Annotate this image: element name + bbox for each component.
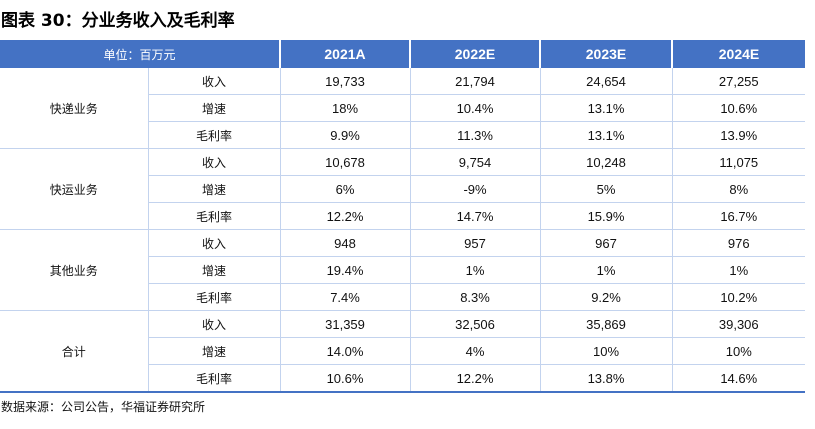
row-express-gross-margin: 毛利率 9.9% 11.3% 13.1% 13.9% bbox=[0, 121, 806, 149]
unit-header: 单位：百万元 bbox=[0, 40, 282, 68]
value-2023e: 13.8% bbox=[540, 364, 673, 393]
value-2023e: 24,654 bbox=[540, 68, 673, 95]
value-2024e: 1% bbox=[672, 256, 806, 284]
value-2024e: 14.6% bbox=[672, 364, 806, 393]
row-other-gross-margin: 毛利率 7.4% 8.3% 9.2% 10.2% bbox=[0, 283, 806, 311]
value-2021a: 6% bbox=[280, 175, 411, 203]
segment-express: 快递业务 bbox=[0, 68, 149, 149]
row-other-growth: 增速 19.4% 1% 1% 1% bbox=[0, 256, 806, 284]
metric-gross-margin: 毛利率 bbox=[148, 202, 281, 230]
row-express-revenue: 快递业务 收入 19,733 21,794 24,654 27,255 bbox=[0, 68, 806, 149]
value-2024e: 16.7% bbox=[672, 202, 806, 230]
value-2023e: 35,869 bbox=[540, 310, 673, 338]
value-2021a: 31,359 bbox=[280, 310, 411, 338]
year-header-2024e: 2024E bbox=[672, 40, 806, 68]
value-2021a: 19.4% bbox=[280, 256, 411, 284]
value-2024e: 13.9% bbox=[672, 121, 806, 149]
value-2021a: 19,733 bbox=[280, 68, 411, 95]
value-2024e: 10.6% bbox=[672, 94, 806, 122]
value-2022e: 32,506 bbox=[410, 310, 541, 338]
metric-growth: 增速 bbox=[148, 175, 281, 203]
segment-other: 其他业务 bbox=[0, 229, 149, 311]
metric-revenue: 收入 bbox=[148, 68, 281, 95]
metric-revenue: 收入 bbox=[148, 148, 281, 176]
value-2023e: 13.1% bbox=[540, 121, 673, 149]
metric-gross-margin: 毛利率 bbox=[148, 283, 281, 311]
row-total-gross-margin: 毛利率 10.6% 12.2% 13.8% 14.6% bbox=[0, 364, 806, 393]
row-freight-gross-margin: 毛利率 12.2% 14.7% 15.9% 16.7% bbox=[0, 202, 806, 230]
value-2021a: 14.0% bbox=[280, 337, 411, 365]
row-total-revenue: 合计 收入 31,359 32,506 35,869 39,306 bbox=[0, 310, 806, 393]
segment-revenue-margin-table: 单位：百万元 2021A 2022E 2023E 2024E 快递业务 收入 1… bbox=[0, 40, 806, 393]
value-2023e: 9.2% bbox=[540, 283, 673, 311]
value-2024e: 39,306 bbox=[672, 310, 806, 338]
row-freight-growth: 增速 6% -9% 5% 8% bbox=[0, 175, 806, 203]
metric-revenue: 收入 bbox=[148, 310, 281, 338]
figure-title: 图表 30：分业务收入及毛利率 bbox=[1, 11, 235, 31]
value-2023e: 1% bbox=[540, 256, 673, 284]
value-2022e: 10.4% bbox=[410, 94, 541, 122]
value-2021a: 12.2% bbox=[280, 202, 411, 230]
metric-growth: 增速 bbox=[148, 94, 281, 122]
metric-gross-margin: 毛利率 bbox=[148, 364, 281, 393]
value-2024e: 10% bbox=[672, 337, 806, 365]
year-header-2022e: 2022E bbox=[410, 40, 542, 68]
value-2023e: 967 bbox=[540, 229, 673, 257]
source-note: 数据来源：公司公告，华福证券研究所 bbox=[1, 400, 206, 414]
metric-gross-margin: 毛利率 bbox=[148, 121, 281, 149]
value-2021a: 10,678 bbox=[280, 148, 411, 176]
value-2023e: 13.1% bbox=[540, 94, 673, 122]
value-2024e: 27,255 bbox=[672, 68, 806, 95]
value-2024e: 976 bbox=[672, 229, 806, 257]
value-2021a: 10.6% bbox=[280, 364, 411, 393]
value-2022e: 4% bbox=[410, 337, 541, 365]
value-2024e: 10.2% bbox=[672, 283, 806, 311]
metric-growth: 增速 bbox=[148, 337, 281, 365]
value-2022e: 957 bbox=[410, 229, 541, 257]
value-2021a: 7.4% bbox=[280, 283, 411, 311]
row-other-revenue: 其他业务 收入 948 957 967 976 bbox=[0, 229, 806, 311]
row-express-growth: 增速 18% 10.4% 13.1% 10.6% bbox=[0, 94, 806, 122]
value-2024e: 11,075 bbox=[672, 148, 806, 176]
header-row: 单位：百万元 2021A 2022E 2023E 2024E bbox=[0, 40, 806, 68]
value-2022e: 14.7% bbox=[410, 202, 541, 230]
value-2022e: 12.2% bbox=[410, 364, 541, 393]
segment-freight: 快运业务 bbox=[0, 148, 149, 230]
value-2021a: 18% bbox=[280, 94, 411, 122]
value-2024e: 8% bbox=[672, 175, 806, 203]
metric-revenue: 收入 bbox=[148, 229, 281, 257]
value-2021a: 948 bbox=[280, 229, 411, 257]
value-2022e: 9,754 bbox=[410, 148, 541, 176]
row-total-growth: 增速 14.0% 4% 10% 10% bbox=[0, 337, 806, 365]
value-2023e: 5% bbox=[540, 175, 673, 203]
segment-total: 合计 bbox=[0, 310, 149, 393]
value-2023e: 10% bbox=[540, 337, 673, 365]
year-header-2021a: 2021A bbox=[280, 40, 412, 68]
value-2022e: 21,794 bbox=[410, 68, 541, 95]
value-2022e: 8.3% bbox=[410, 283, 541, 311]
year-header-2023e: 2023E bbox=[540, 40, 674, 68]
row-freight-revenue: 快运业务 收入 10,678 9,754 10,248 11,075 bbox=[0, 148, 806, 230]
metric-growth: 增速 bbox=[148, 256, 281, 284]
value-2022e: 1% bbox=[410, 256, 541, 284]
value-2022e: -9% bbox=[410, 175, 541, 203]
value-2023e: 15.9% bbox=[540, 202, 673, 230]
value-2022e: 11.3% bbox=[410, 121, 541, 149]
value-2021a: 9.9% bbox=[280, 121, 411, 149]
value-2023e: 10,248 bbox=[540, 148, 673, 176]
